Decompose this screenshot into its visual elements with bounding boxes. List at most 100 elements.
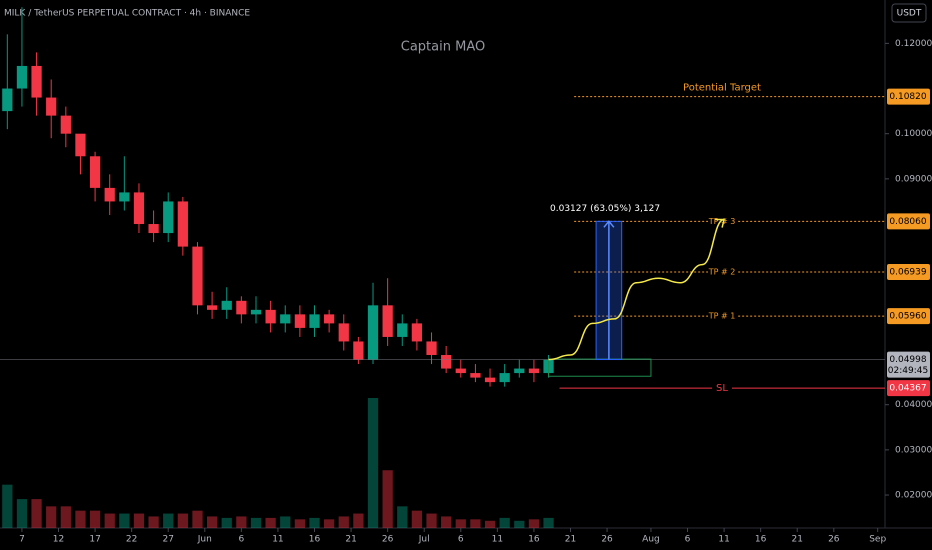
volume-bar (236, 516, 247, 528)
x-tick-label: 22 (126, 535, 137, 545)
currency[interactable]: USDT (897, 9, 922, 19)
volume-bar (470, 519, 481, 528)
candle-body (60, 115, 71, 134)
symbol-header: MILK / TetherUS PERPETUAL CONTRACT · 4h … (4, 9, 250, 19)
x-tick-label: 21 (565, 535, 576, 545)
candle-body (499, 373, 510, 383)
volume-bar (104, 513, 115, 528)
y-tick-label: 0.09000 (895, 174, 932, 184)
candle-body (31, 65, 42, 98)
x-tick-label: 26 (382, 535, 394, 545)
volume-bar (309, 517, 320, 528)
x-tick-label: 17 (89, 535, 100, 545)
volume-bar (441, 516, 452, 528)
candle-body (46, 97, 57, 116)
volume-bar (280, 516, 291, 528)
y-tick-label: 0.12000 (895, 39, 932, 49)
price-label-bg (887, 213, 930, 230)
volume-bar (528, 519, 540, 528)
candle-body (163, 201, 174, 234)
volume-bar (46, 506, 57, 528)
candle-body (324, 314, 335, 324)
candle-body (265, 309, 276, 324)
volume-bar (192, 510, 203, 528)
price-label-bg (887, 263, 930, 280)
volume-bar (265, 517, 276, 528)
x-tick-label: Aug (642, 535, 660, 545)
candle-body (221, 300, 232, 310)
candle-body (441, 355, 452, 369)
volume-bar (119, 513, 130, 528)
volume-bar (221, 517, 232, 528)
candle-body (89, 156, 101, 188)
candle-body (367, 305, 379, 360)
x-tick-label: 21 (345, 535, 356, 545)
last-price-label: 0.04998 (889, 355, 926, 365)
projection-path (548, 218, 725, 361)
candle-body (280, 314, 291, 324)
x-tick-label: 27 (162, 535, 173, 545)
candle-body (133, 192, 145, 225)
price-label: 0.05960 (889, 312, 926, 322)
x-tick-label: 6 (238, 535, 244, 545)
candle-body (206, 305, 218, 310)
volume-bar (514, 520, 525, 528)
currency-box[interactable] (891, 3, 927, 23)
price-label-bg (887, 308, 930, 325)
price-label-bg (887, 380, 930, 397)
countdown: 02:49:45 (888, 366, 928, 376)
volume-bar (382, 470, 393, 528)
x-tick-label: 26 (828, 535, 840, 545)
x-tick-label: 11 (492, 535, 503, 545)
volume-bar (426, 513, 437, 528)
x-tick-label: 12 (53, 535, 64, 545)
y-tick-label: 0.02000 (895, 491, 932, 501)
price-label-bg (887, 88, 930, 105)
candle-body (236, 300, 247, 315)
volume-bar (543, 517, 554, 528)
volume-bar (411, 510, 423, 528)
last-price-bg (887, 351, 930, 378)
candle-body (353, 341, 364, 360)
x-tick-label: 16 (755, 535, 767, 545)
level-label: TP # 2 (708, 267, 736, 276)
candle-body (528, 368, 540, 374)
candle-body (294, 314, 305, 328)
candle-body (397, 323, 408, 337)
volume-bar (499, 517, 510, 528)
watermark: Captain MAO (401, 40, 485, 55)
volume-bar (16, 499, 28, 528)
x-tick-label: Jun (197, 535, 212, 545)
volume-bar (206, 516, 218, 528)
volume-bar (60, 506, 71, 528)
volume-bar (397, 506, 408, 528)
candle-body (470, 373, 481, 378)
candle-body (309, 314, 320, 328)
level-label: SL (716, 383, 728, 394)
price-label: 0.10820 (889, 92, 926, 102)
volume-bar (250, 517, 262, 528)
candle-body (148, 224, 159, 234)
candle-body (455, 368, 466, 374)
x-tick-label: Sep (869, 535, 886, 545)
volume-bar (2, 484, 13, 528)
candle-body (192, 246, 203, 306)
volume-bar (367, 398, 379, 528)
x-tick-label: 16 (309, 535, 321, 545)
x-tick-label: 7 (19, 535, 25, 545)
candle-body (177, 201, 188, 247)
level-label-bg (712, 382, 732, 395)
level-label: TP # 1 (708, 312, 736, 321)
volume-bar (294, 519, 305, 528)
volume-bar (148, 516, 159, 528)
candle-body (382, 305, 393, 337)
candle-body (250, 309, 262, 315)
volume-bar (324, 519, 335, 528)
projection-arrowhead (715, 218, 726, 228)
volume-bar (484, 520, 496, 528)
x-tick-label: 21 (792, 535, 803, 545)
volume-bar (89, 510, 101, 528)
price-label: 0.08060 (889, 217, 926, 227)
